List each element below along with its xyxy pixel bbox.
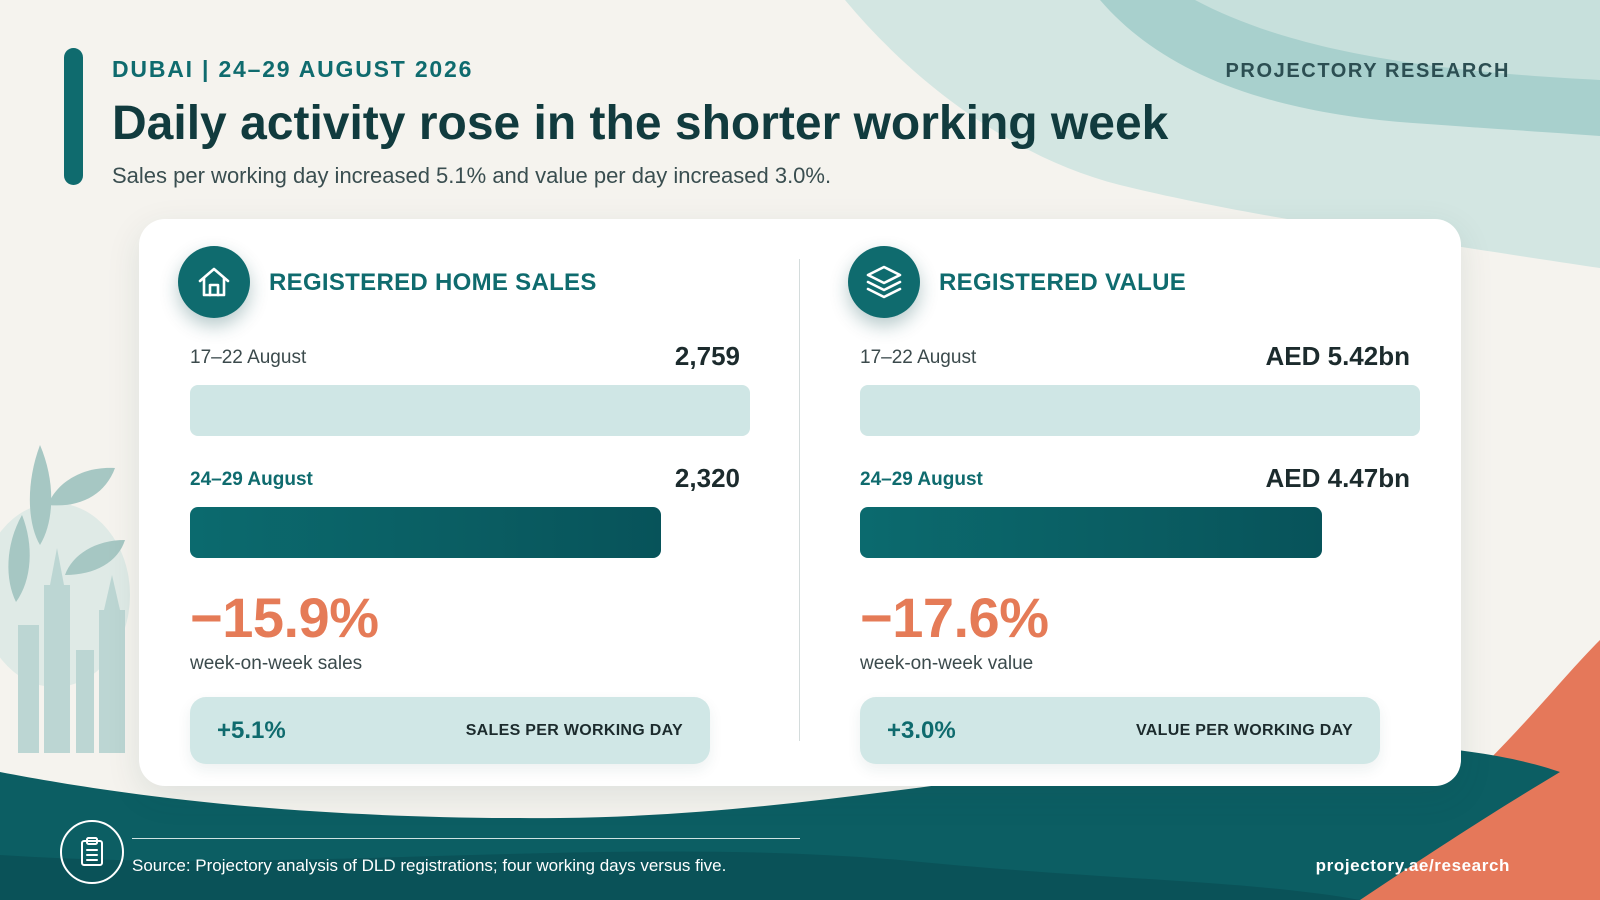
row-label-current: 24–29 August — [860, 469, 983, 490]
home-sales-panel: REGISTERED HOME SALES 17–22 August 2,759… — [178, 219, 750, 786]
row-value-current: 2,320 — [674, 463, 740, 493]
row-value-current: AED 4.47bn — [1265, 463, 1411, 493]
footer-divider — [132, 838, 800, 839]
bg-leaf — [48, 467, 115, 506]
clipboard-icon — [60, 820, 124, 884]
per-day-label: SALES PER WORKING DAY — [465, 722, 683, 739]
change-label: week-on-week value — [860, 653, 1034, 674]
bg-tower — [76, 650, 94, 753]
change-label: week-on-week sales — [190, 653, 363, 674]
bar-current-week — [860, 507, 1322, 558]
bg-tower — [99, 610, 125, 753]
bg-leaf — [8, 515, 30, 602]
per-day-pill: +3.0% VALUE PER WORKING DAY — [860, 697, 1380, 764]
row-label-previous: 17–22 August — [190, 347, 307, 368]
bg-coral-wave — [1320, 640, 1600, 900]
bg-leaf — [29, 445, 52, 545]
bg-leaf — [65, 540, 125, 575]
bg-wave-pale — [1195, 0, 1600, 80]
row-value-previous: 2,759 — [674, 341, 740, 371]
page-subtitle: Sales per working day increased 5.1% and… — [112, 163, 832, 188]
panel-title: REGISTERED VALUE — [939, 269, 1187, 296]
bg-tower-spire — [104, 575, 120, 610]
row-label-current: 24–29 August — [190, 469, 313, 490]
layers-icon — [848, 246, 920, 318]
per-day-pill: +5.1% SALES PER WORKING DAY — [190, 697, 710, 764]
change-percentage: −17.6% — [860, 586, 1049, 649]
bg-tower-spire — [50, 548, 64, 585]
row-value-previous: AED 5.42bn — [1265, 341, 1411, 371]
bar-previous-week — [190, 385, 750, 436]
row-label-previous: 17–22 August — [860, 347, 977, 368]
brand-name: PROJECTORY RESEARCH — [1225, 60, 1510, 82]
header-accent-bar — [64, 48, 83, 185]
per-day-value: +3.0% — [887, 717, 956, 744]
per-day-label: VALUE PER WORKING DAY — [1136, 722, 1353, 739]
change-percentage: −15.9% — [190, 586, 379, 649]
bar-current-week — [190, 507, 661, 558]
research-link[interactable]: projectory.ae/research — [1315, 856, 1510, 875]
registered-value-panel: REGISTERED VALUE 17–22 August AED 5.42bn… — [848, 219, 1420, 786]
bg-tower — [18, 625, 39, 753]
source-note: Source: Projectory analysis of DLD regis… — [132, 856, 727, 875]
metrics-card: REGISTERED HOME SALES 17–22 August 2,759… — [139, 219, 1461, 786]
per-day-value: +5.1% — [217, 717, 286, 744]
panel-title: REGISTERED HOME SALES — [269, 269, 597, 296]
bg-tower — [44, 585, 70, 753]
bg-footer-wave-dark — [0, 851, 1360, 900]
header-eyebrow: DUBAI | 24–29 AUGUST 2026 — [112, 56, 474, 82]
house-icon — [178, 246, 250, 318]
page-title: Daily activity rose in the shorter worki… — [112, 97, 1169, 150]
card-divider — [799, 259, 800, 741]
bar-previous-week — [860, 385, 1420, 436]
